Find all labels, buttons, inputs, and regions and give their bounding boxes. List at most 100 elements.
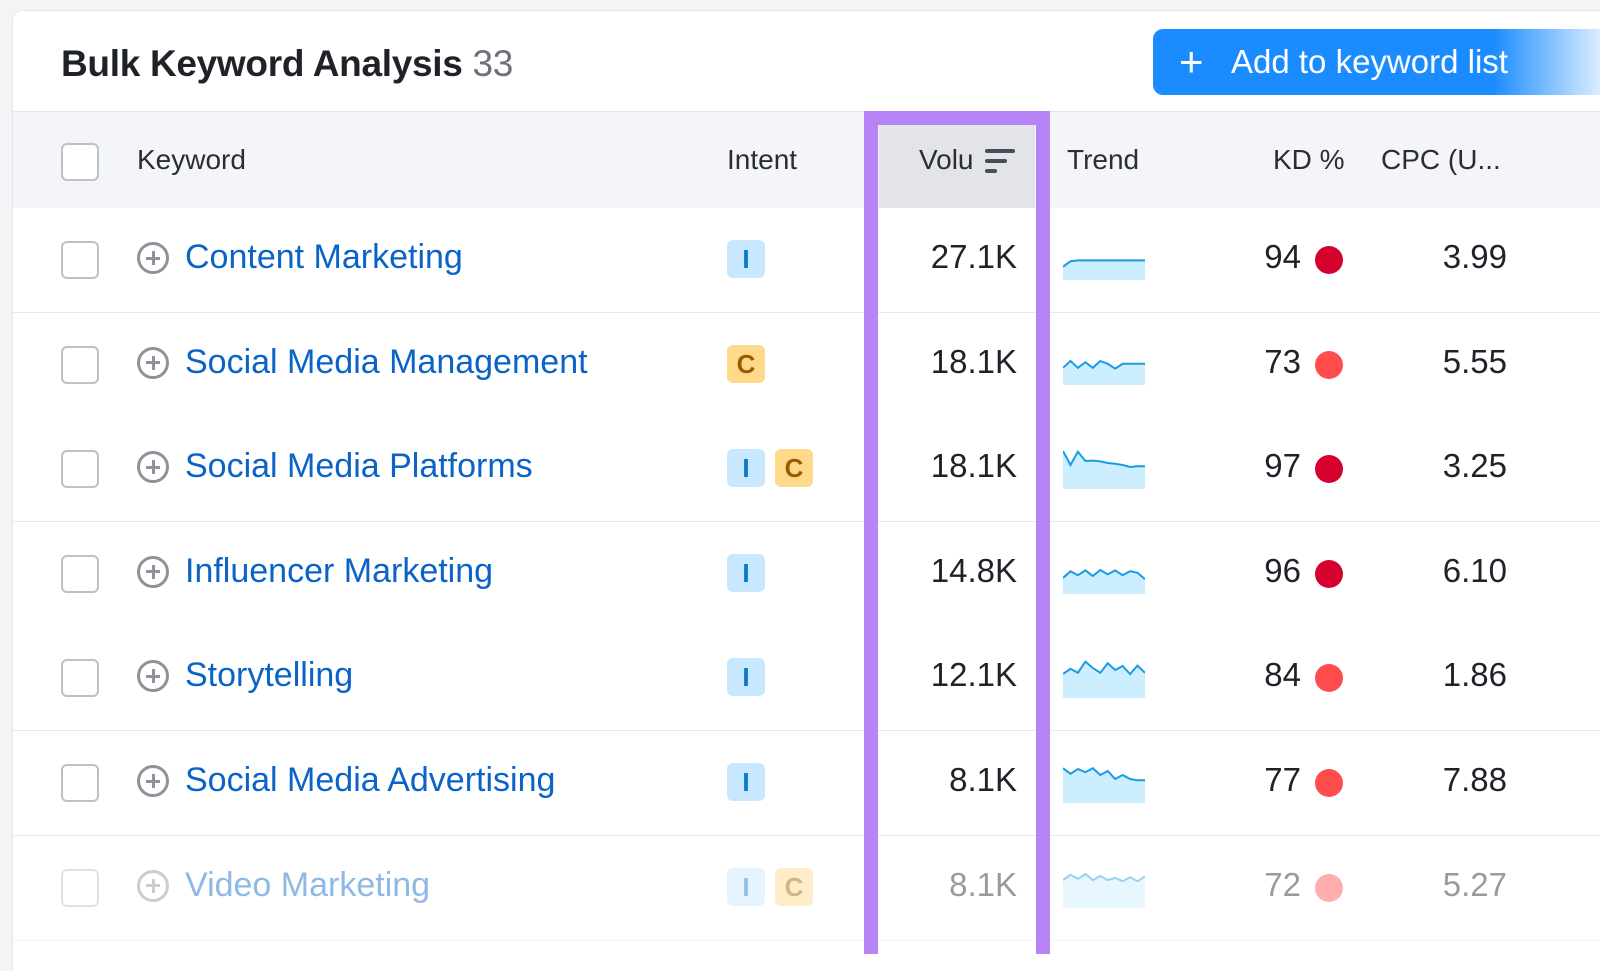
column-header-keyword[interactable]: Keyword bbox=[137, 144, 246, 175]
volume-value: 27.1K bbox=[930, 238, 1017, 275]
add-to-keyword-list-label: Add to keyword list bbox=[1231, 43, 1508, 80]
bulk-keyword-panel: Bulk Keyword Analysis 33 + Add to keyword… bbox=[12, 10, 1600, 971]
kd-difficulty-dot-icon bbox=[1315, 559, 1343, 588]
kd-value: 96 bbox=[1264, 551, 1301, 589]
intent-badge-informational[interactable]: I bbox=[727, 449, 765, 488]
add-keyword-circle-plus-icon[interactable] bbox=[137, 660, 169, 693]
trend-sparkline[interactable] bbox=[1063, 337, 1145, 385]
keyword-link[interactable]: Influencer Marketing bbox=[185, 551, 494, 590]
column-header-intent[interactable]: Intent bbox=[727, 144, 798, 175]
table-row: Social Media Advertising I 8.1K 77 7.88 bbox=[13, 731, 1600, 836]
trend-line bbox=[1063, 259, 1145, 268]
row-checkbox[interactable] bbox=[61, 345, 99, 384]
add-to-keyword-list-button[interactable]: + Add to keyword list bbox=[1153, 29, 1600, 95]
trend-sparkline[interactable] bbox=[1063, 441, 1145, 490]
keyword-link[interactable]: Social Media Advertising bbox=[185, 761, 556, 799]
intent-badge-informational[interactable]: I bbox=[727, 867, 765, 906]
kd-value: 73 bbox=[1264, 342, 1301, 380]
intent-badge-commercial[interactable]: C bbox=[727, 344, 765, 383]
intent-badge-informational[interactable]: I bbox=[727, 240, 765, 278]
trend-area bbox=[1063, 260, 1145, 280]
kd-value: 84 bbox=[1264, 656, 1301, 694]
add-keyword-circle-plus-icon[interactable] bbox=[137, 451, 169, 484]
volume-value: 14.8K bbox=[930, 551, 1017, 589]
plus-icon: + bbox=[1179, 38, 1204, 85]
button-fade-overlay bbox=[1493, 29, 1600, 95]
volume-value: 18.1K bbox=[930, 342, 1017, 380]
add-keyword-circle-plus-icon[interactable] bbox=[137, 346, 169, 379]
keyword-link[interactable]: Content Marketing bbox=[185, 238, 463, 276]
cpc-value: 3.99 bbox=[1442, 238, 1507, 275]
intent-badge-informational[interactable]: I bbox=[727, 763, 765, 801]
keyword-link[interactable]: Social Media Platforms bbox=[185, 447, 533, 486]
cpc-value: 3.25 bbox=[1442, 447, 1507, 485]
table-row: Video Marketing I C 8.1K 72 5.27 bbox=[13, 835, 1600, 941]
table-row: Storytelling I 12.1K 84 1.86 bbox=[13, 626, 1600, 732]
kd-difficulty-dot-icon bbox=[1315, 769, 1343, 797]
column-header-volume[interactable]: Volu bbox=[919, 144, 974, 175]
column-header-kd[interactable]: KD % bbox=[1273, 144, 1345, 175]
row-checkbox[interactable] bbox=[61, 554, 99, 593]
cpc-value: 5.27 bbox=[1442, 865, 1507, 903]
intent-badge-commercial[interactable]: C bbox=[775, 449, 813, 488]
kd-difficulty-dot-icon bbox=[1315, 246, 1343, 274]
table-row: Social Media Platforms I C 18.1K 97 3.25 bbox=[13, 417, 1600, 523]
add-keyword-circle-plus-icon[interactable] bbox=[137, 765, 169, 797]
add-keyword-circle-plus-icon[interactable] bbox=[137, 555, 169, 588]
column-header-trend[interactable]: Trend bbox=[1067, 144, 1140, 175]
kd-value: 94 bbox=[1264, 238, 1301, 275]
add-keyword-circle-plus-icon[interactable] bbox=[137, 242, 169, 274]
volume-header-active-bg bbox=[879, 112, 1035, 208]
sort-descending-icon[interactable] bbox=[985, 149, 1015, 173]
trend-area bbox=[1063, 661, 1145, 699]
keyword-count: 33 bbox=[472, 43, 514, 84]
volume-value: 8.1K bbox=[949, 761, 1017, 798]
row-checkbox[interactable] bbox=[61, 241, 99, 279]
page-title: Bulk Keyword Analysis 33 bbox=[61, 43, 513, 85]
keyword-link[interactable]: Video Marketing bbox=[185, 865, 431, 904]
row-checkbox[interactable] bbox=[61, 659, 99, 698]
volume-value: 12.1K bbox=[930, 656, 1017, 694]
trend-line bbox=[1063, 450, 1145, 469]
cpc-value: 1.86 bbox=[1442, 656, 1507, 694]
keyword-link[interactable]: Storytelling bbox=[185, 656, 354, 695]
volume-value: 8.1K bbox=[949, 865, 1017, 903]
kd-difficulty-dot-icon bbox=[1315, 873, 1343, 902]
trend-area bbox=[1063, 569, 1145, 594]
trend-line bbox=[1063, 660, 1145, 676]
keyword-link[interactable]: Social Media Management bbox=[185, 342, 588, 381]
kd-value: 72 bbox=[1264, 865, 1301, 903]
volume-value: 18.1K bbox=[930, 447, 1017, 485]
kd-value: 97 bbox=[1264, 447, 1301, 485]
trend-sparkline[interactable] bbox=[1063, 650, 1145, 699]
table-row: Social Media Management C 18.1K 73 5.55 bbox=[13, 312, 1600, 418]
intent-badge-commercial[interactable]: C bbox=[775, 867, 813, 906]
intent-badge-informational[interactable]: I bbox=[727, 553, 765, 592]
trend-sparkline[interactable] bbox=[1063, 546, 1145, 594]
table-row: Influencer Marketing I 14.8K 96 6.10 bbox=[13, 521, 1600, 627]
trend-sparkline[interactable] bbox=[1063, 755, 1145, 803]
add-keyword-circle-plus-icon[interactable] bbox=[137, 869, 169, 902]
cpc-value: 7.88 bbox=[1442, 761, 1507, 798]
kd-difficulty-dot-icon bbox=[1315, 455, 1343, 484]
row-checkbox[interactable] bbox=[61, 868, 99, 907]
title-row: Bulk Keyword Analysis 33 + Add to keyword… bbox=[13, 11, 1600, 111]
trend-sparkline[interactable] bbox=[1063, 860, 1145, 908]
trend-line bbox=[1063, 766, 1145, 782]
row-checkbox[interactable] bbox=[61, 450, 99, 489]
kd-value: 77 bbox=[1264, 761, 1301, 798]
trend-line bbox=[1063, 568, 1145, 580]
trend-area bbox=[1063, 873, 1145, 908]
kd-difficulty-dot-icon bbox=[1315, 350, 1343, 379]
column-header-cpc[interactable]: CPC (U... bbox=[1381, 144, 1501, 175]
trend-line bbox=[1063, 359, 1145, 370]
trend-line bbox=[1063, 872, 1145, 882]
trend-sparkline[interactable] bbox=[1063, 232, 1145, 280]
intent-badge-informational[interactable]: I bbox=[727, 658, 765, 697]
table-header: Keyword Intent Volu Trend KD % CPC (U... bbox=[13, 111, 1600, 209]
select-all-checkbox[interactable] bbox=[61, 143, 99, 181]
row-checkbox[interactable] bbox=[61, 764, 99, 802]
page-title-text: Bulk Keyword Analysis bbox=[61, 43, 463, 84]
table-row: Content Marketing I 27.1K 94 3.99 bbox=[13, 208, 1600, 313]
kd-difficulty-dot-icon bbox=[1315, 664, 1343, 693]
